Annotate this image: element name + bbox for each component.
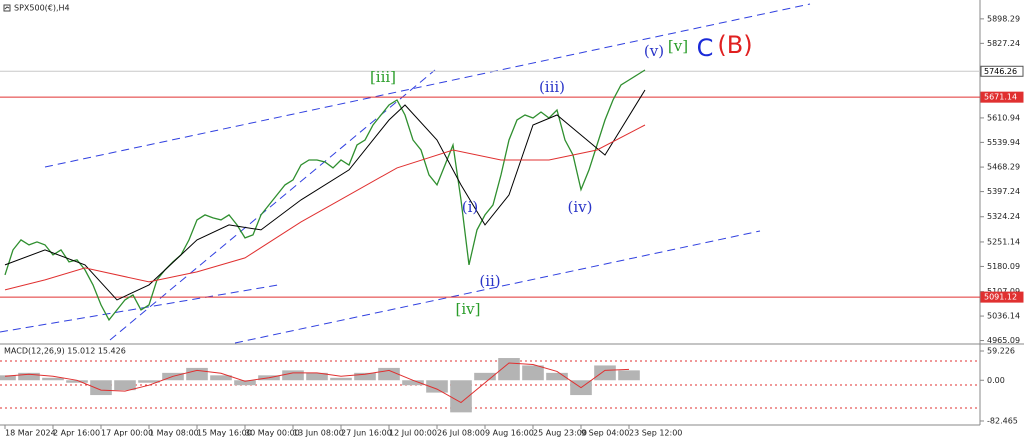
x-tick-label: 9 Sep 04:00 — [581, 429, 629, 438]
macd-bar — [354, 372, 376, 381]
y-tick-label: 5539.94 — [987, 138, 1020, 147]
x-tick-label: 27 Jun 16:00 — [341, 429, 392, 438]
macd-bar — [402, 380, 424, 386]
price-line — [4, 124, 646, 291]
y-tick-label: 5898.29 — [987, 14, 1020, 23]
wave-label: (iv) — [568, 198, 593, 216]
x-tick-label: 12 Jul 00:00 — [389, 429, 437, 438]
macd-bar — [474, 372, 496, 381]
y-tick-label: 5180.09 — [987, 262, 1020, 271]
macd-tick-label: -82.465 — [987, 416, 1018, 425]
channel-top — [44, 3, 811, 168]
y-tick-label: 5107.09 — [987, 287, 1020, 296]
level-box — [980, 65, 1024, 77]
price-line — [4, 89, 646, 301]
x-tick-label: 23 Sep 12:00 — [629, 429, 682, 438]
y-tick-label: 5036.14 — [987, 312, 1020, 321]
wave-label: [iii] — [370, 68, 396, 86]
macd-bar — [618, 370, 640, 381]
macd-signal — [4, 362, 630, 404]
level-label: 5746.26 — [984, 67, 1017, 76]
x-tick-label: 9 Aug 16:00 — [485, 429, 534, 438]
level-label: 5671.14 — [984, 93, 1017, 102]
macd-bar — [0, 375, 16, 381]
x-tick-label: 26 Jul 08:00 — [437, 429, 485, 438]
y-tick-label: 5324.24 — [987, 212, 1020, 221]
macd-bar — [546, 372, 568, 381]
macd-bar — [210, 375, 232, 381]
wave-label: (iii) — [539, 78, 565, 96]
y-tick-label: 5610.94 — [987, 113, 1020, 122]
macd-bar — [66, 380, 88, 383]
x-tick-label: 30 May 00:00 — [245, 429, 300, 438]
chart-title: SPX500(€),H4 — [14, 4, 70, 13]
macd-bar — [450, 380, 472, 413]
macd-bar — [114, 380, 136, 391]
channel-bottom — [234, 230, 761, 344]
level-box — [980, 91, 1024, 103]
x-tick-label: 1 May 08:00 — [149, 429, 199, 438]
macd-tick-label: 0.00 — [987, 376, 1005, 385]
macd-bar — [282, 370, 304, 381]
macd-bar — [594, 365, 616, 381]
x-tick-label: 18 Mar 2024 — [5, 429, 56, 438]
x-tick-label: 13 Jun 08:00 — [293, 429, 344, 438]
macd-bar — [90, 380, 112, 396]
macd-bar — [378, 367, 400, 381]
macd-bar — [186, 367, 208, 381]
wave-label: [iv] — [456, 300, 481, 318]
macd-bar — [426, 380, 448, 393]
channel-lower-left — [0, 284, 279, 333]
y-tick-label: 5397.24 — [987, 187, 1020, 196]
macd-bar — [522, 365, 544, 381]
macd-bar — [42, 377, 64, 381]
y-tick-label: 4965.09 — [987, 336, 1020, 345]
x-tick-label: 2 Apr 16:00 — [53, 429, 100, 438]
macd-bar — [234, 380, 256, 386]
level-label: 5091.12 — [984, 293, 1017, 302]
wave-label: (ii) — [479, 272, 500, 290]
macd-bar — [306, 372, 328, 381]
level-box — [980, 291, 1024, 303]
y-tick-label: 5251.14 — [987, 237, 1020, 246]
wave-label: (B) — [717, 31, 752, 59]
wave-label: C — [697, 34, 714, 62]
x-tick-label: 25 Aug 23:00 — [533, 429, 587, 438]
macd-bar — [330, 377, 352, 381]
y-tick-label: 5827.24 — [987, 39, 1020, 48]
macd-levels — [0, 360, 980, 409]
macd-bar — [138, 380, 160, 383]
macd-tick-label: 59.226 — [987, 347, 1015, 356]
macd-bar — [18, 372, 40, 381]
x-tick-label: 17 Apr 00:00 — [101, 429, 153, 438]
price-line — [4, 69, 646, 322]
wave-label: (v) — [644, 42, 664, 60]
wave-label: [v] — [668, 37, 688, 55]
symbol-icon — [3, 4, 11, 12]
macd-title: MACD(12,26,9) 15.012 15.426 — [4, 347, 126, 356]
y-tick-label: 5468.29 — [987, 163, 1020, 172]
x-tick-label: 15 May 16:00 — [197, 429, 252, 438]
wave-label: (i) — [462, 198, 479, 216]
